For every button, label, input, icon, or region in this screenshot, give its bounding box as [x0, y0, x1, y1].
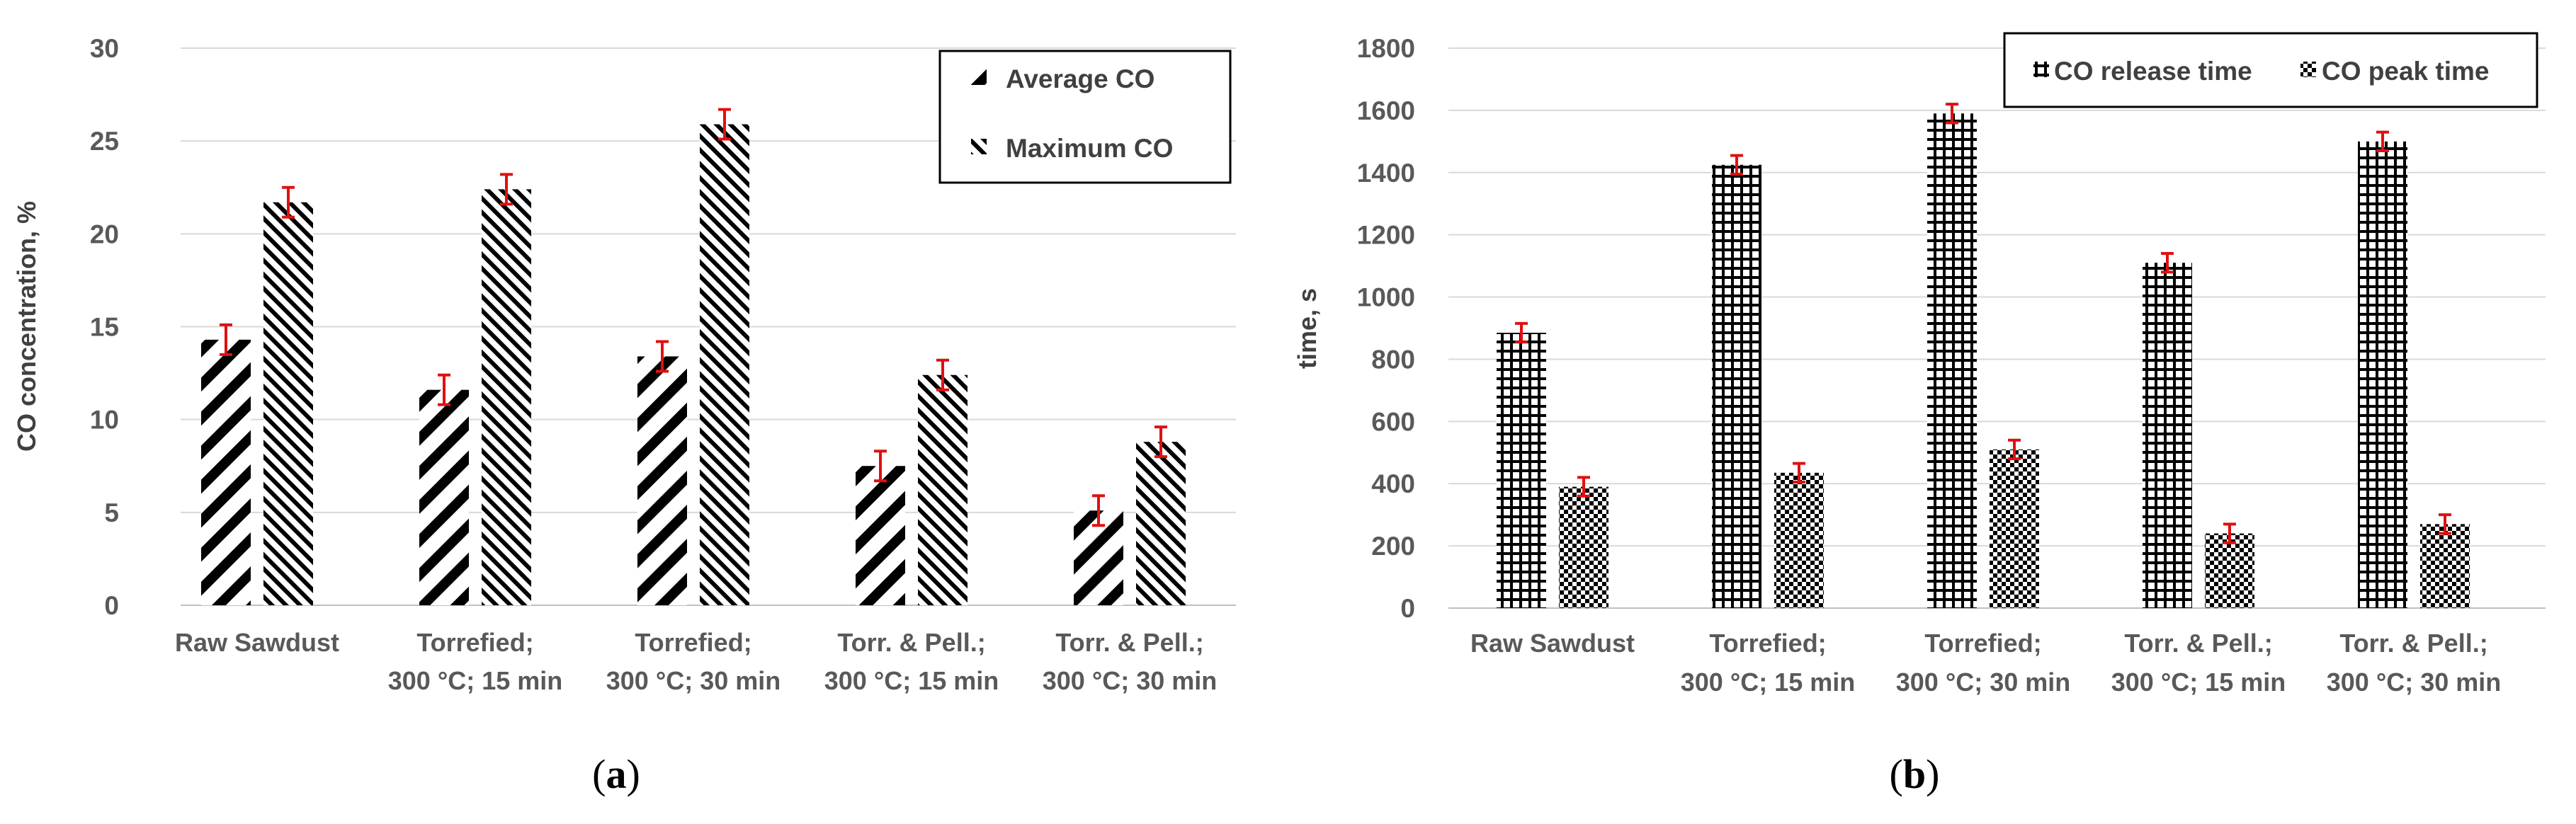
panel-label: (b): [1890, 751, 1940, 797]
error-bar: [282, 185, 295, 219]
x-category-label: Torrefied;: [635, 628, 751, 657]
y-tick-label: 1200: [1357, 221, 1415, 250]
y-tick-label: 25: [90, 127, 119, 156]
bar-maximum-co: [918, 374, 968, 605]
x-category-label: Torr. & Pell.;: [2124, 629, 2272, 658]
bar-maximum-co: [700, 124, 749, 606]
x-category-label: 300 °C; 30 min: [606, 666, 781, 695]
y-axis-title: CO concentration, %: [12, 201, 41, 452]
panel-label: (a): [592, 751, 640, 797]
bar-co-release-time: [1927, 113, 1977, 609]
error-bar: [2223, 522, 2236, 544]
chart-panel-a: 0 5 10 15 20 25 30 CO concentration, % Raw Sawdu…: [12, 34, 1236, 797]
x-category-label: Torr. & Pell.;: [837, 628, 985, 657]
legend-swatch: [2300, 62, 2316, 77]
error-bar: [2008, 438, 2021, 461]
bar-co-peak-time: [1559, 486, 1608, 608]
bar-co-peak-time: [2205, 533, 2254, 608]
error-bar: [656, 340, 669, 373]
bar-co-release-time: [2143, 263, 2192, 608]
y-tick-label: 800: [1371, 345, 1415, 374]
x-category-label: Torr. & Pell.;: [2339, 629, 2487, 658]
error-bar: [1730, 154, 1743, 176]
legend-label: Average CO: [1006, 64, 1154, 93]
y-tick-label: 200: [1371, 532, 1415, 561]
y-tick-label: 20: [90, 219, 119, 248]
x-category-label: 300 °C; 15 min: [388, 666, 563, 695]
x-category-label: Torrefied;: [416, 628, 533, 657]
y-tick-label: 1000: [1357, 283, 1415, 312]
legend-swatch: [971, 69, 987, 85]
legend-label: CO peak time: [2322, 57, 2489, 86]
bar-co-release-time: [1712, 164, 1761, 608]
legend-label: Maximum CO: [1006, 134, 1173, 163]
legend-swatch: [971, 139, 987, 154]
x-category-label: 300 °C; 15 min: [2111, 668, 2286, 697]
y-tick-label: 5: [104, 498, 119, 527]
error-bar: [1793, 462, 1805, 484]
bar-maximum-co: [263, 202, 313, 605]
x-category-label: Torr. & Pell.;: [1055, 628, 1203, 657]
error-bar: [2161, 252, 2174, 274]
error-bar: [438, 373, 450, 406]
error-bar: [1092, 494, 1105, 527]
bar-co-release-time: [2358, 141, 2407, 609]
x-category-label: Torrefied;: [1709, 629, 1826, 658]
x-category-label: Raw Sawdust: [175, 628, 339, 657]
bar-co-release-time: [1497, 333, 1546, 608]
legend-label: CO release time: [2054, 57, 2252, 86]
bar-maximum-co: [1136, 442, 1186, 605]
y-tick-label: 30: [90, 34, 119, 63]
error-bar: [936, 358, 949, 391]
x-category-label: 300 °C; 15 min: [824, 666, 999, 695]
error-bar: [2439, 513, 2451, 535]
chart-panel-b: 0 200 400 600 800 1000 1200 1400 1600 1800 time, s…: [1293, 32, 2546, 797]
y-tick-label: 1400: [1357, 159, 1415, 188]
bar-maximum-co: [482, 189, 531, 606]
y-tick-label: 1600: [1357, 96, 1415, 125]
error-bar: [220, 323, 232, 356]
bar-co-peak-time: [1774, 472, 1824, 608]
error-bar: [1946, 103, 1958, 125]
y-tick-label: 0: [104, 591, 119, 620]
error-bar: [2376, 130, 2389, 153]
y-tick-label: 10: [90, 406, 119, 435]
bar-average-co: [637, 356, 687, 605]
legend-box: [2003, 32, 2538, 108]
legend-box: [938, 50, 1232, 184]
y-tick-label: 1800: [1357, 34, 1415, 63]
bar-average-co: [419, 389, 469, 605]
x-category-label: Torrefied;: [1924, 629, 2041, 658]
error-bar: [1577, 476, 1590, 498]
x-category-label: 300 °C; 15 min: [1681, 668, 1856, 697]
y-tick-label: 0: [1400, 594, 1415, 623]
panel-letter: b: [1903, 751, 1926, 797]
error-bar: [718, 108, 731, 141]
error-bar: [1154, 425, 1167, 459]
panel-letter: a: [606, 751, 627, 797]
x-category-label: 300 °C; 30 min: [1043, 666, 1218, 695]
y-tick-label: 400: [1371, 469, 1415, 498]
x-category-label: 300 °C; 30 min: [1896, 668, 2071, 697]
bar-co-peak-time: [1990, 449, 2039, 608]
bar-average-co: [201, 339, 251, 605]
bar-co-peak-time: [2420, 524, 2470, 608]
x-category-label: 300 °C; 30 min: [2327, 668, 2502, 697]
y-axis-title: time, s: [1293, 288, 1322, 369]
error-bar: [500, 173, 513, 206]
bar-average-co: [856, 466, 905, 605]
y-tick-label: 15: [90, 313, 119, 342]
legend-swatch: [2033, 62, 2049, 77]
error-bar: [874, 450, 887, 483]
error-bar: [1515, 321, 1528, 344]
x-category-label: Raw Sawdust: [1470, 629, 1635, 658]
y-tick-label: 600: [1371, 407, 1415, 436]
